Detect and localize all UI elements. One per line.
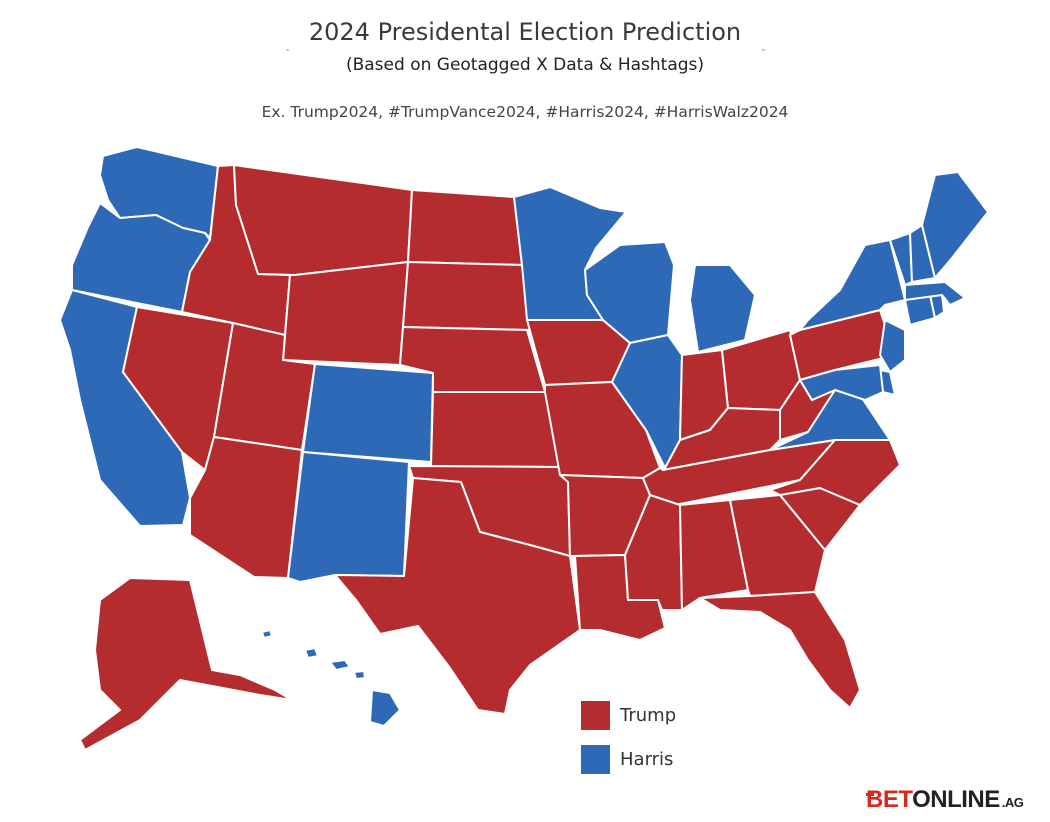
decorative-dot [286, 49, 289, 51]
state-sd[interactable]: SD [402, 261, 531, 331]
state-wy[interactable]: WY [282, 261, 409, 366]
hashtag-examples: Ex. Trump2024, #TrumpVance2024, #Harris2… [261, 103, 789, 121]
legend-label-harris: Harris [620, 748, 674, 770]
state-al[interactable]: AL [679, 499, 749, 611]
map-title: 2024 Presidental Election Prediction [308, 18, 742, 46]
state-nj[interactable]: NJ [879, 319, 906, 373]
state-ks[interactable]: KS [430, 391, 561, 468]
state-tx[interactable]: TX [334, 477, 581, 715]
betonline-logo[interactable]: BETONLINE .AG [866, 786, 1024, 814]
state-ma[interactable]: MA [904, 281, 966, 306]
state-fl[interactable]: FL [699, 591, 861, 709]
legend-swatch-trump [581, 700, 610, 730]
state-hi[interactable]: HI [261, 629, 401, 727]
decorative-dot [762, 49, 765, 51]
logo-accent-bar [866, 793, 874, 796]
state-nm[interactable]: NM [287, 451, 410, 583]
state-mt[interactable]: MT [233, 164, 413, 276]
state-ak[interactable]: AK [79, 577, 293, 751]
state-ny[interactable]: NY [799, 239, 906, 331]
state-md[interactable]: MD [799, 364, 884, 401]
legend-label-trump: Trump [620, 704, 677, 726]
legend-item-trump: Trump [581, 700, 676, 730]
map-subtitle: (Based on Geotagged X Data & Hashtags) [345, 55, 705, 75]
logo-tld: .AG [1001, 795, 1024, 810]
state-me[interactable]: ME [921, 171, 989, 279]
state-mi[interactable]: MI [689, 264, 756, 353]
state-co[interactable]: CO [302, 363, 434, 463]
logo-bet: BET [866, 786, 913, 813]
legend-item-harris: Harris [581, 744, 673, 774]
state-nd[interactable]: ND [407, 189, 523, 266]
logo-online: ONLINE [912, 786, 1000, 813]
state-az[interactable]: AZ [189, 436, 303, 579]
legend-swatch-harris [581, 744, 610, 774]
